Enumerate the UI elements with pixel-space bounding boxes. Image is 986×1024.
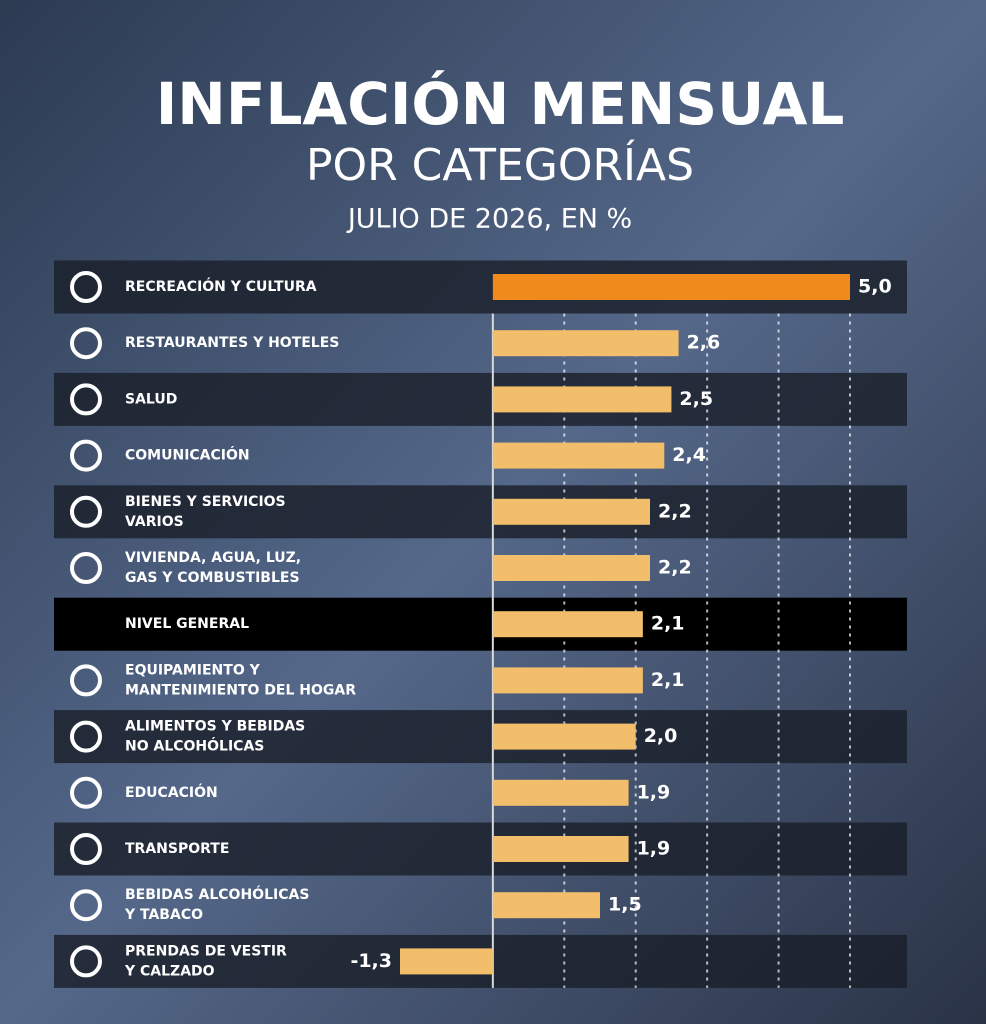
bar [492, 330, 679, 357]
bar [492, 386, 672, 413]
chart-caption: JULIO DE 2026, EN % [346, 204, 632, 235]
chart-subtitle: POR CATEGORÍAS [306, 138, 694, 191]
row-band [54, 372, 907, 426]
bar [492, 611, 643, 638]
bar [492, 498, 650, 525]
category-icon [70, 664, 102, 697]
category-label: BIENES Y SERVICIOS [125, 494, 286, 510]
category-label: MANTENIMIENTO DEL HOGAR [125, 682, 356, 698]
category-label: Y TABACO [124, 907, 203, 923]
category-icon [70, 327, 102, 360]
value-label: 5,0 [858, 276, 892, 298]
bar [492, 723, 636, 750]
value-label: 1,9 [637, 781, 671, 803]
category-icon [70, 833, 102, 865]
bar [492, 779, 629, 806]
category-icon [70, 439, 102, 472]
category-label: TRANSPORTE [125, 841, 229, 857]
value-label: 1,9 [637, 838, 671, 860]
row-band [54, 485, 907, 539]
bar [492, 274, 850, 300]
value-label: 2,2 [658, 557, 692, 579]
bar [492, 892, 600, 919]
value-label: 2,2 [658, 500, 692, 522]
value-label: 2,6 [687, 332, 721, 354]
category-icon [70, 271, 102, 303]
category-label: COMUNICACIÓN [125, 446, 250, 464]
row-band [54, 597, 907, 651]
row-band [54, 822, 907, 876]
bar [400, 948, 493, 975]
category-icon [70, 776, 102, 809]
value-label: 2,1 [651, 613, 685, 635]
value-label: 2,4 [672, 444, 706, 466]
category-label: EDUCACIÓN [125, 783, 218, 801]
value-label: 2,0 [644, 725, 678, 747]
category-label: SALUD [125, 391, 177, 407]
category-label: GAS Y COMBUSTIBLES [125, 570, 300, 586]
category-label: VIVIENDA, AGUA, LUZ, [125, 550, 301, 566]
category-label: RESTAURANTES Y HOTELES [125, 335, 339, 351]
bar [492, 555, 650, 581]
category-label: BEBIDAS ALCOHÓLICAS [125, 885, 309, 903]
bar [492, 836, 629, 862]
value-label: 1,5 [608, 894, 642, 916]
category-label: NIVEL GENERAL [125, 616, 249, 632]
value-label: 2,5 [679, 388, 713, 410]
value-label: 2,1 [651, 669, 685, 691]
category-label: EQUIPAMIENTO Y [125, 662, 261, 678]
category-icon [70, 945, 102, 978]
bar [492, 442, 665, 469]
category-label: PRENDAS DE VESTIR [125, 943, 287, 959]
category-icon [70, 720, 102, 753]
category-label: NO ALCOHÓLICAS [125, 737, 264, 755]
category-icon [70, 889, 102, 922]
category-label: ALIMENTOS Y BEBIDAS [125, 719, 305, 735]
value-label: -1,3 [350, 950, 392, 972]
category-label: VARIOS [125, 514, 184, 530]
category-label: RECREACIÓN Y CULTURA [125, 277, 317, 295]
bar [492, 667, 643, 694]
category-icon [70, 383, 102, 416]
row-band [54, 710, 907, 764]
category-icon [70, 495, 102, 528]
category-label: Y CALZADO [124, 963, 215, 979]
chart-title: INFLACIÓN MENSUAL [156, 69, 845, 138]
category-icon [70, 552, 102, 584]
